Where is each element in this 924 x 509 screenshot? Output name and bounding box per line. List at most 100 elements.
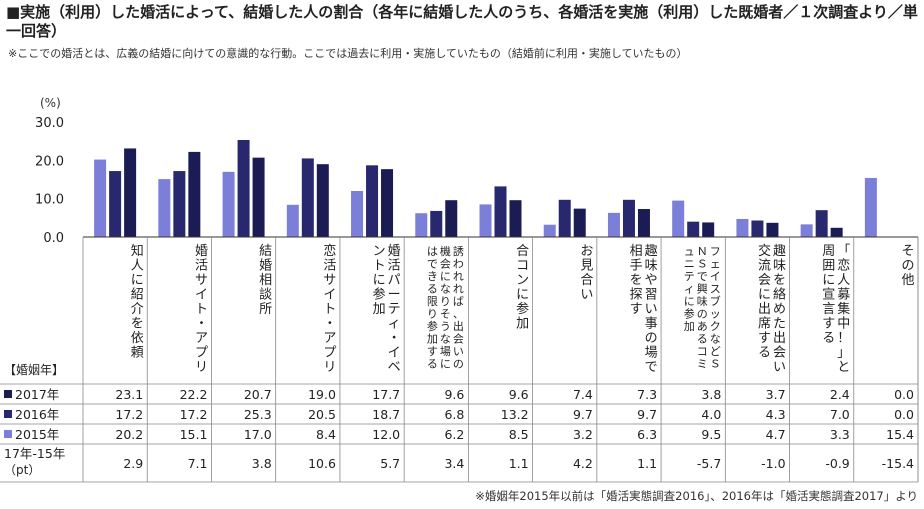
bar	[366, 165, 379, 237]
table-cell: 3.7	[766, 387, 786, 402]
x-tick-label: 「恋人募集中！」と周囲に宣言する	[822, 244, 850, 375]
bar	[237, 140, 250, 237]
x-tick-label: 婚活サイト・アプリ	[195, 244, 208, 375]
x-tick-label: 趣味や習い事の場で相手を探す	[630, 244, 658, 375]
table-row-label: 2017年	[15, 387, 59, 402]
chart-note: ※ここでの婚活とは、広義の結婚に向けての意識的な行動。ここでは過去に利用・実施し…	[8, 47, 688, 60]
diff-cell: 4.2	[573, 456, 593, 471]
y-tick-label: 20.0	[35, 154, 64, 169]
bar	[430, 210, 443, 237]
bar	[286, 204, 299, 237]
bar	[736, 218, 749, 237]
bar	[94, 159, 107, 237]
table-cell: 17.0	[244, 427, 272, 442]
bar	[672, 200, 685, 237]
table-cell: 20.5	[308, 407, 336, 422]
bar	[415, 213, 428, 237]
bar	[479, 204, 492, 237]
bar	[252, 157, 265, 237]
bar	[124, 148, 137, 237]
diff-cell: -0.9	[825, 456, 849, 471]
bar	[815, 210, 828, 237]
table-cell: 3.3	[830, 427, 850, 442]
table-header-label: 【婚姻年】	[4, 362, 64, 377]
table-cell: 18.7	[372, 407, 400, 422]
table-cell: 8.4	[316, 427, 336, 442]
table-cell: 9.6	[444, 387, 464, 402]
table-cell: 15.1	[180, 427, 208, 442]
bar	[381, 169, 394, 237]
bar	[109, 171, 122, 237]
table-cell: 6.8	[444, 407, 464, 422]
bar	[558, 199, 571, 237]
diff-cell: 1.1	[637, 456, 657, 471]
x-tick-label: 結婚相談所	[259, 244, 272, 317]
y-tick-label: 0.0	[43, 231, 64, 246]
diff-cell: 1.1	[509, 456, 529, 471]
bar	[173, 171, 186, 237]
y-tick-label: 30.0	[35, 116, 64, 131]
table-cell: 17.2	[180, 407, 208, 422]
bar	[158, 179, 171, 237]
diff-cell: 10.6	[308, 456, 336, 471]
table-cell: 20.2	[115, 427, 143, 442]
x-tick-label: 婚活パーティ・イベントに参加	[373, 244, 401, 375]
bar	[351, 191, 364, 237]
x-tick-label: フェイスブックなどＳＮＳで興味のあるコミュニティに参加	[684, 245, 721, 371]
legend-marker	[4, 430, 12, 438]
table-cell: 4.0	[701, 407, 721, 422]
table-cell: 7.0	[830, 407, 850, 422]
table-cell: 6.3	[637, 427, 657, 442]
table-row-label: 2015年	[15, 427, 59, 442]
bar	[445, 200, 458, 237]
bar	[573, 208, 586, 237]
bar	[864, 177, 877, 237]
diff-row-label: 17年-15年	[4, 446, 65, 461]
table-cell: 4.7	[766, 427, 786, 442]
bar	[751, 220, 764, 237]
diff-row-unit: （pt）	[4, 463, 40, 477]
table-cell: 8.5	[509, 427, 529, 442]
table-cell: 4.3	[766, 407, 786, 422]
table-cell: 19.0	[308, 387, 336, 402]
diff-cell: 2.9	[123, 456, 143, 471]
x-tick-label: 知人に紹介を依頼	[131, 243, 144, 361]
table-cell: 9.7	[573, 407, 593, 422]
table-cell: 7.4	[573, 387, 593, 402]
legend-marker	[4, 410, 12, 418]
bar	[301, 158, 314, 237]
bar	[702, 222, 715, 237]
x-tick-label: 趣味を絡めた出会い交流会に出席する	[758, 243, 786, 375]
bar	[222, 171, 235, 237]
bar	[188, 151, 201, 237]
table-cell: 0.0	[894, 407, 914, 422]
bar	[543, 224, 556, 237]
x-tick-label: その他	[901, 244, 914, 288]
table-cell: 23.1	[115, 387, 143, 402]
diff-cell: 3.4	[444, 456, 464, 471]
table-cell: 0.0	[894, 387, 914, 402]
diff-cell: 7.1	[188, 456, 208, 471]
diff-cell: 3.8	[252, 456, 272, 471]
table-cell: 15.4	[886, 427, 914, 442]
table-cell: 22.2	[180, 387, 208, 402]
table-cell: 12.0	[372, 427, 400, 442]
legend-marker	[4, 390, 12, 398]
diff-cell: -5.7	[697, 456, 721, 471]
source-footer: ※婚姻年2015年以前は「婚活実態調査2016」、2016年は「婚活実態調査20…	[475, 489, 918, 503]
table-cell: 17.7	[372, 387, 400, 402]
bar	[800, 224, 813, 237]
x-tick-label: 誘われれば、出会いの機会になりそうな場にはできる限り参加する	[427, 244, 464, 371]
y-unit-label: (%)	[40, 96, 61, 110]
bar	[622, 199, 635, 237]
chart-title: ■実施（利用）した婚活によって、結婚した人の割合（各年に結婚した人のうち、各婚活…	[6, 3, 918, 40]
x-tick-label: 恋活サイト・アプリ	[323, 243, 336, 375]
diff-cell: 5.7	[380, 456, 400, 471]
bar	[830, 227, 843, 237]
table-cell: 9.6	[509, 387, 529, 402]
table-cell: 20.7	[244, 387, 272, 402]
table-cell: 9.7	[637, 407, 657, 422]
x-tick-label: 合コンに参加	[516, 244, 529, 332]
bar	[766, 222, 779, 237]
